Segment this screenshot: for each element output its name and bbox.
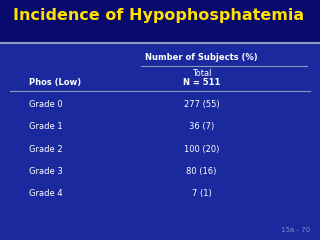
Text: Number of Subjects (%): Number of Subjects (%) bbox=[145, 53, 258, 62]
Text: Grade 1: Grade 1 bbox=[29, 122, 62, 131]
Text: Grade 2: Grade 2 bbox=[29, 144, 62, 154]
Text: 277 (55): 277 (55) bbox=[184, 100, 220, 109]
Text: Grade 4: Grade 4 bbox=[29, 189, 62, 198]
Text: Incidence of Hypophosphatemia: Incidence of Hypophosphatemia bbox=[13, 8, 304, 23]
Text: 80 (16): 80 (16) bbox=[187, 167, 217, 176]
Text: Phos (Low): Phos (Low) bbox=[29, 78, 81, 87]
Text: Grade 0: Grade 0 bbox=[29, 100, 62, 109]
Text: 15a - 70: 15a - 70 bbox=[281, 227, 310, 233]
Text: 36 (7): 36 (7) bbox=[189, 122, 214, 131]
Text: Total: Total bbox=[192, 69, 211, 78]
Text: Grade 3: Grade 3 bbox=[29, 167, 62, 176]
Polygon shape bbox=[0, 0, 320, 43]
Text: N = 511: N = 511 bbox=[183, 78, 220, 87]
Text: 7 (1): 7 (1) bbox=[192, 189, 212, 198]
Text: 100 (20): 100 (20) bbox=[184, 144, 219, 154]
